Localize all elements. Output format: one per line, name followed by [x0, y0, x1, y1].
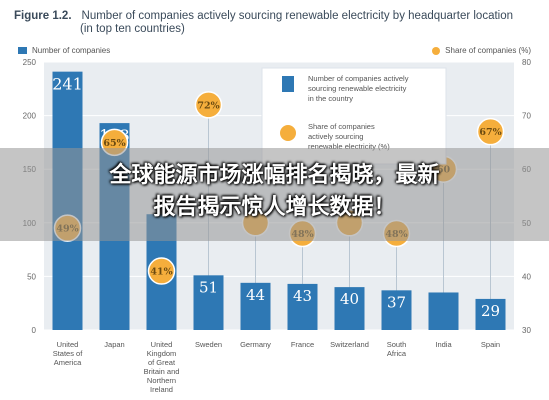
- y-tick-left: 0: [32, 326, 37, 335]
- x-tick-label: South: [387, 340, 407, 349]
- figure-number: Figure 1.2.: [14, 10, 72, 22]
- y-tick-right: 40: [522, 272, 531, 281]
- bar-value-label: 51: [199, 278, 218, 296]
- bar: [428, 292, 459, 330]
- share-dot: [147, 257, 176, 285]
- figure-title: Figure 1.2. Number of companies actively …: [14, 10, 513, 36]
- bar-value-label: 40: [340, 290, 359, 308]
- bar: [287, 283, 318, 330]
- x-tick-label: Sweden: [195, 340, 222, 349]
- x-tick-label: Spain: [481, 340, 500, 349]
- x-tick-label: Britain and: [144, 367, 180, 376]
- inset-dot-text: renewable electricity (%): [308, 142, 390, 151]
- x-tick-label: Switzerland: [330, 340, 369, 349]
- share-dot-label: 67%: [479, 127, 501, 138]
- inset-bar-swatch-icon: [282, 76, 294, 92]
- inset-dot-text: actively sourcing: [308, 132, 363, 141]
- figure-title-line2: (in top ten countries): [80, 23, 185, 35]
- x-tick-label: India: [435, 340, 452, 349]
- legend-right: Share of companies (%): [432, 46, 531, 55]
- inset-bar-text: in the country: [308, 94, 353, 103]
- figure-title-line1: Number of companies actively sourcing re…: [81, 10, 514, 22]
- overlay-banner: [0, 148, 549, 241]
- bar-value-label: 37: [387, 293, 406, 311]
- bar-value-label: 29: [481, 302, 500, 320]
- inset-bar-text: Number of companies actively: [308, 74, 409, 83]
- share-dot: [194, 91, 223, 119]
- share-dot-label: 65%: [103, 138, 125, 149]
- bar-swatch-icon: [18, 47, 27, 54]
- x-tick-label: Ireland: [150, 385, 173, 394]
- legend-left-label: Number of companies: [32, 46, 111, 55]
- y-tick-right: 80: [522, 58, 531, 67]
- banner-line1: 全球能源市场涨幅排名揭晓，最新: [109, 163, 440, 188]
- x-tick-label: France: [291, 340, 314, 349]
- bar-value-label: 44: [246, 286, 265, 304]
- x-tick-label: Germany: [240, 340, 271, 349]
- bar: [334, 287, 365, 330]
- banner-headline: 全球能源市场涨幅排名揭晓，最新 报告揭示惊人增长数据！: [0, 160, 549, 224]
- y-tick-left: 200: [23, 112, 37, 121]
- banner-line2: 报告揭示惊人增长数据！: [153, 195, 396, 220]
- bar: [475, 298, 506, 330]
- legend-left: Number of companies: [18, 46, 110, 55]
- x-tick-label: Africa: [387, 349, 407, 358]
- y-tick-right: 30: [522, 326, 531, 335]
- inset-dot-swatch-icon: [280, 125, 296, 141]
- y-tick-right: 70: [522, 112, 531, 121]
- x-tick-label: America: [54, 358, 82, 367]
- y-tick-left: 250: [23, 58, 37, 67]
- legend-right-label: Share of companies (%): [445, 46, 531, 55]
- x-tick-label: Japan: [104, 340, 124, 349]
- x-tick-label: Kingdom: [147, 349, 177, 358]
- y-tick-left: 50: [27, 272, 36, 281]
- bar: [193, 275, 224, 330]
- x-tick-label: of Great: [148, 358, 176, 367]
- share-dot: [476, 117, 505, 146]
- bar-value-label: 43: [293, 287, 312, 305]
- bar: [240, 282, 271, 330]
- bar-value-label: 241: [52, 75, 83, 94]
- x-tick-label: States of: [53, 349, 84, 358]
- x-tick-label: United: [151, 340, 173, 349]
- dot-swatch-icon: [432, 46, 441, 55]
- inset-dot-text: Share of companies: [308, 122, 375, 131]
- inset-bar-text: sourcing renewable electricity: [308, 84, 407, 93]
- bar: [381, 290, 412, 330]
- share-dot-label: 72%: [197, 100, 219, 111]
- x-tick-label: United: [57, 340, 79, 349]
- share-dot-label: 41%: [150, 267, 172, 278]
- x-tick-label: Northern: [147, 376, 176, 385]
